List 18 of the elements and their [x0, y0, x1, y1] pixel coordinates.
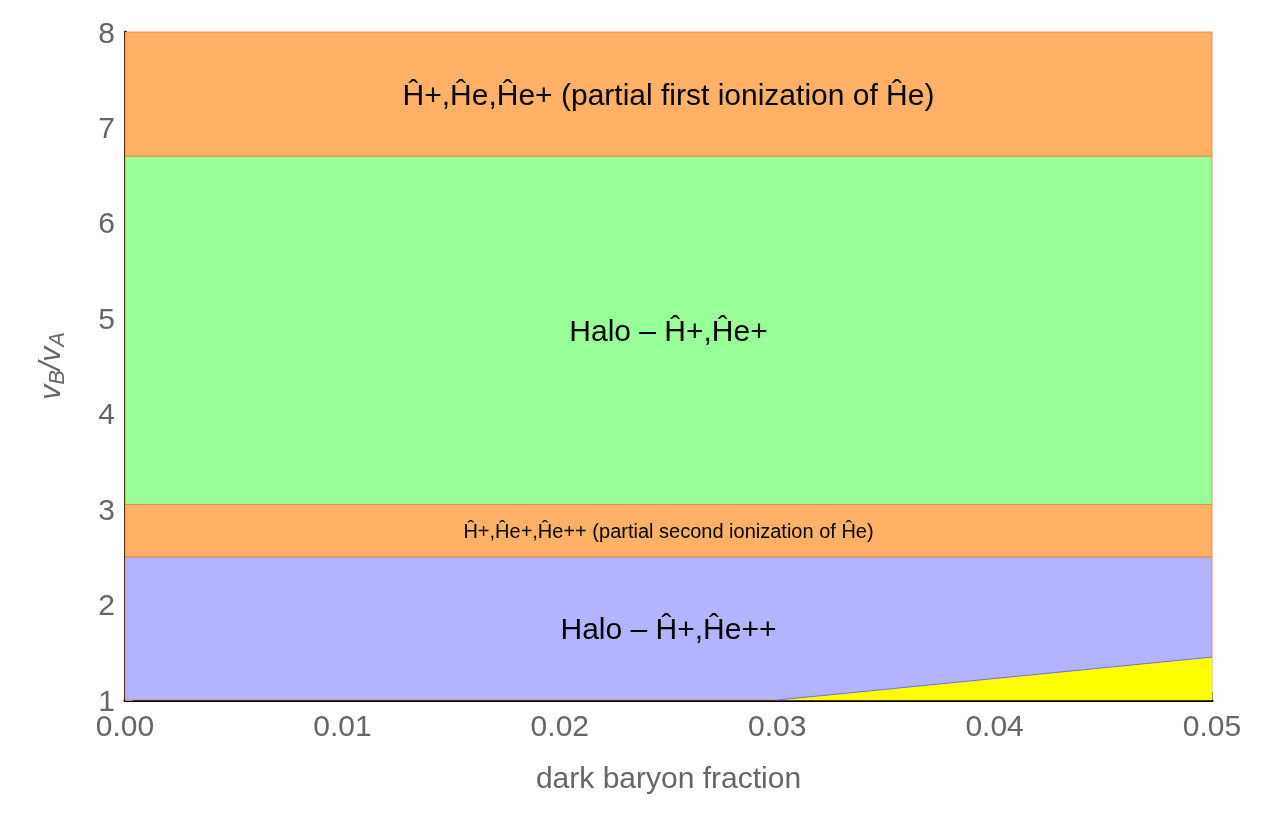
y-axis-title: vB/vA	[32, 332, 69, 400]
band-label: Ĥ+,Ĥe,Ĥe+ (partial first ionization of Ĥe)	[402, 77, 935, 111]
band-label: Halo – Ĥ+,Ĥe+	[569, 313, 768, 347]
y-tick-label: 7	[98, 110, 115, 144]
y-tick-label: 6	[98, 206, 115, 240]
x-axis-title: dark baryon fraction	[535, 760, 802, 794]
y-tick-label: 2	[98, 588, 115, 622]
x-tick-label: 0.05	[1182, 708, 1242, 742]
y-tick-label: 5	[98, 301, 115, 335]
x-tick-label: 0.03	[748, 708, 807, 742]
x-tick-label: 0.02	[530, 708, 589, 742]
y-tick-label: 8	[98, 15, 115, 49]
x-tick-label: 0.01	[313, 708, 372, 742]
y-tick-label: 3	[98, 492, 115, 526]
y-tick-label: 4	[98, 397, 115, 431]
x-tick-label: 0.04	[965, 708, 1024, 742]
band-label: Halo – Ĥ+,Ĥe++	[560, 611, 777, 645]
band-label: Ĥ+,Ĥe+,Ĥe++ (partial second ionization of Ĥe)	[463, 519, 874, 542]
